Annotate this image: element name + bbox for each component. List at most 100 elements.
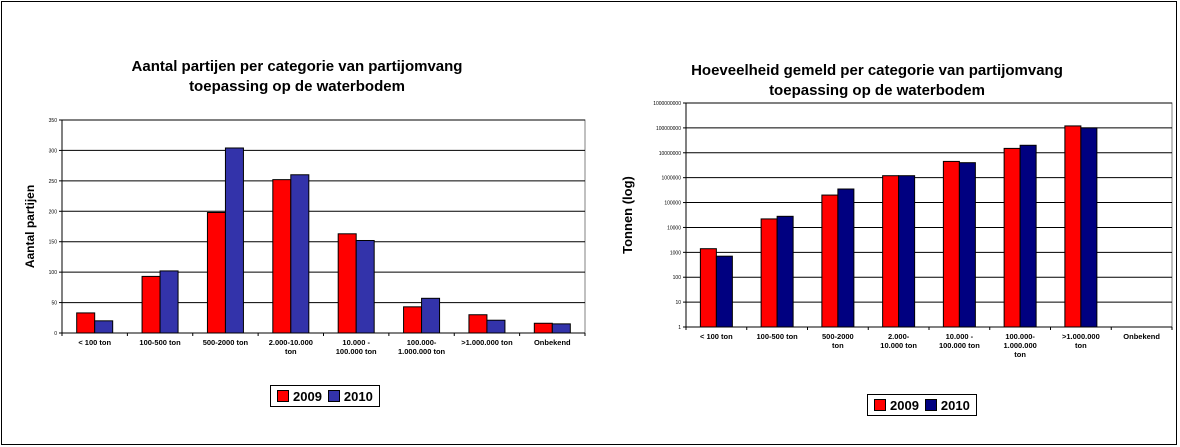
x-tick-label: 100.000- bbox=[407, 338, 437, 347]
legend-label: 2010 bbox=[343, 388, 373, 404]
bar-2010 bbox=[1019, 144, 1037, 328]
chart-aantal-partijen: Aantal partijen per categorie van partij… bbox=[2, 2, 592, 442]
chart-title-line: Aantal partijen per categorie van partij… bbox=[131, 58, 463, 75]
x-tick-label: ton bbox=[1014, 350, 1026, 359]
legend-swatch-2010 bbox=[327, 390, 340, 402]
y-tick-label: 1000 bbox=[670, 250, 681, 256]
x-tick-label: 500-2000 ton bbox=[203, 338, 249, 347]
y-tick-label: 1000000 bbox=[662, 176, 682, 182]
x-tick-label: Onbekend bbox=[534, 338, 571, 347]
y-tick-label: 350 bbox=[49, 118, 58, 124]
x-tick-label: 100-500 ton bbox=[139, 338, 181, 347]
bar-2009 bbox=[1003, 147, 1021, 328]
x-tick-label: 1.000.000 bbox=[1003, 341, 1036, 350]
bar-2009 bbox=[821, 194, 839, 328]
x-tick-label: < 100 ton bbox=[78, 338, 111, 347]
y-axis-label: Aantal partijen bbox=[23, 185, 37, 268]
bar-chart-svg: 0 50 100 150 200 250 300 350 Aantal partijen < 10… bbox=[23, 118, 586, 356]
bar-2009 bbox=[699, 248, 717, 328]
y-tick-label: 100 bbox=[49, 270, 58, 276]
chart-title: Aantal partijen per categorie van partij… bbox=[2, 57, 592, 97]
y-tick-label: 100 bbox=[673, 275, 682, 281]
y-tick-label: 10 bbox=[675, 300, 681, 306]
chart-title-line: Hoeveelheid gemeld per categorie van par… bbox=[691, 62, 1063, 79]
plot-area bbox=[685, 102, 1173, 328]
y-tick-label: 300 bbox=[49, 148, 58, 154]
y-tick-label: 200 bbox=[49, 209, 58, 215]
y-axis-label: Tonnen (log) bbox=[620, 176, 635, 254]
chart-hoeveelheid-gemeld: Hoeveelheid gemeld per categorie van par… bbox=[602, 2, 1180, 442]
bar-2010 bbox=[94, 320, 114, 334]
bar-2010 bbox=[898, 175, 916, 328]
y-tick-label: 1000000000 bbox=[653, 101, 681, 107]
chart-legend: 2009 2010 bbox=[270, 385, 380, 407]
legend-item-2010: 2010 bbox=[924, 397, 970, 413]
legend-item-2009: 2009 bbox=[277, 389, 322, 404]
bar-2009 bbox=[760, 218, 778, 328]
legend-label: 2009 bbox=[890, 397, 919, 413]
legend-item-2009: 2009 bbox=[874, 398, 919, 413]
x-tick-label: 100.000 ton bbox=[939, 341, 980, 350]
x-tick-label: < 100 ton bbox=[700, 332, 733, 341]
x-tick-label: 10.000 - bbox=[342, 338, 370, 347]
legend-swatch-2009 bbox=[277, 390, 289, 402]
bar-2009 bbox=[942, 160, 960, 328]
y-tick-label: 100000000 bbox=[656, 126, 681, 132]
y-tick-label: 10000000 bbox=[659, 151, 681, 157]
bar-2009 bbox=[882, 175, 900, 328]
chart-subtitle-line: toepassing op de waterbodem bbox=[189, 78, 405, 95]
bar-2009 bbox=[206, 212, 226, 334]
x-tick-label: ton bbox=[285, 347, 297, 356]
x-tick-label: >1.000.000 bbox=[1062, 332, 1100, 341]
bar-2009 bbox=[337, 233, 357, 334]
x-tick-label: 100.000 ton bbox=[336, 347, 377, 356]
y-tick-label: 0 bbox=[54, 331, 57, 337]
y-tick-label: 1 bbox=[678, 325, 681, 331]
bar-2010 bbox=[421, 297, 441, 334]
bar-2010 bbox=[355, 239, 375, 334]
legend-swatch-2010 bbox=[924, 399, 937, 411]
bar-2010 bbox=[1080, 127, 1098, 328]
chart-subtitle-line: toepassing op de waterbodem bbox=[769, 82, 985, 99]
x-tick-label: 1.000.000 ton bbox=[398, 347, 446, 356]
legend-label: 2010 bbox=[940, 397, 970, 413]
legend-item-2010: 2010 bbox=[327, 388, 373, 404]
y-tick-label: 100000 bbox=[664, 201, 681, 207]
chart-legend: 2009 2010 bbox=[867, 394, 977, 416]
legend-label: 2009 bbox=[293, 388, 322, 404]
x-tick-label: 10.000 ton bbox=[880, 341, 917, 350]
bar-2009 bbox=[403, 306, 423, 334]
legend-swatch-2009 bbox=[874, 399, 886, 411]
x-tick-label: 10.000 - bbox=[946, 332, 974, 341]
bar-2009 bbox=[1064, 125, 1082, 328]
bar-2010 bbox=[837, 188, 855, 328]
x-tick-label: ton bbox=[1075, 341, 1087, 350]
y-tick-label: 250 bbox=[49, 179, 58, 185]
x-tick-label: Onbekend bbox=[1123, 332, 1160, 341]
x-tick-label: 500-2000 bbox=[822, 332, 854, 341]
chart-title: Hoeveelheid gemeld per categorie van par… bbox=[602, 61, 1152, 101]
bar-2009 bbox=[141, 275, 161, 334]
bar-2010 bbox=[224, 147, 244, 334]
bar-2010 bbox=[159, 270, 179, 334]
bar-2010 bbox=[776, 215, 794, 328]
bar-2009 bbox=[272, 179, 292, 334]
bar-2010 bbox=[290, 174, 310, 334]
bar-chart-svg: 1 10 100 1000 10000 100000 1000000 10000000 1000… bbox=[620, 101, 1173, 359]
y-tick-label: 10000 bbox=[667, 225, 681, 231]
bar-2009 bbox=[533, 322, 553, 334]
bar-2010 bbox=[958, 162, 976, 328]
bar-2010 bbox=[551, 323, 571, 334]
y-tick-label: 50 bbox=[51, 301, 57, 307]
plot-area bbox=[61, 119, 586, 334]
bar-2010 bbox=[486, 319, 506, 334]
x-tick-label: ton bbox=[832, 341, 844, 350]
x-tick-label: >1.000.000 ton bbox=[461, 338, 513, 347]
x-tick-label: 100-500 ton bbox=[756, 332, 798, 341]
y-tick-label: 150 bbox=[49, 240, 58, 246]
bar-2009 bbox=[76, 312, 96, 334]
bar-2009 bbox=[468, 314, 488, 334]
x-tick-label: 100.000- bbox=[1005, 332, 1035, 341]
x-tick-label: 2.000-10.000 bbox=[269, 338, 313, 347]
